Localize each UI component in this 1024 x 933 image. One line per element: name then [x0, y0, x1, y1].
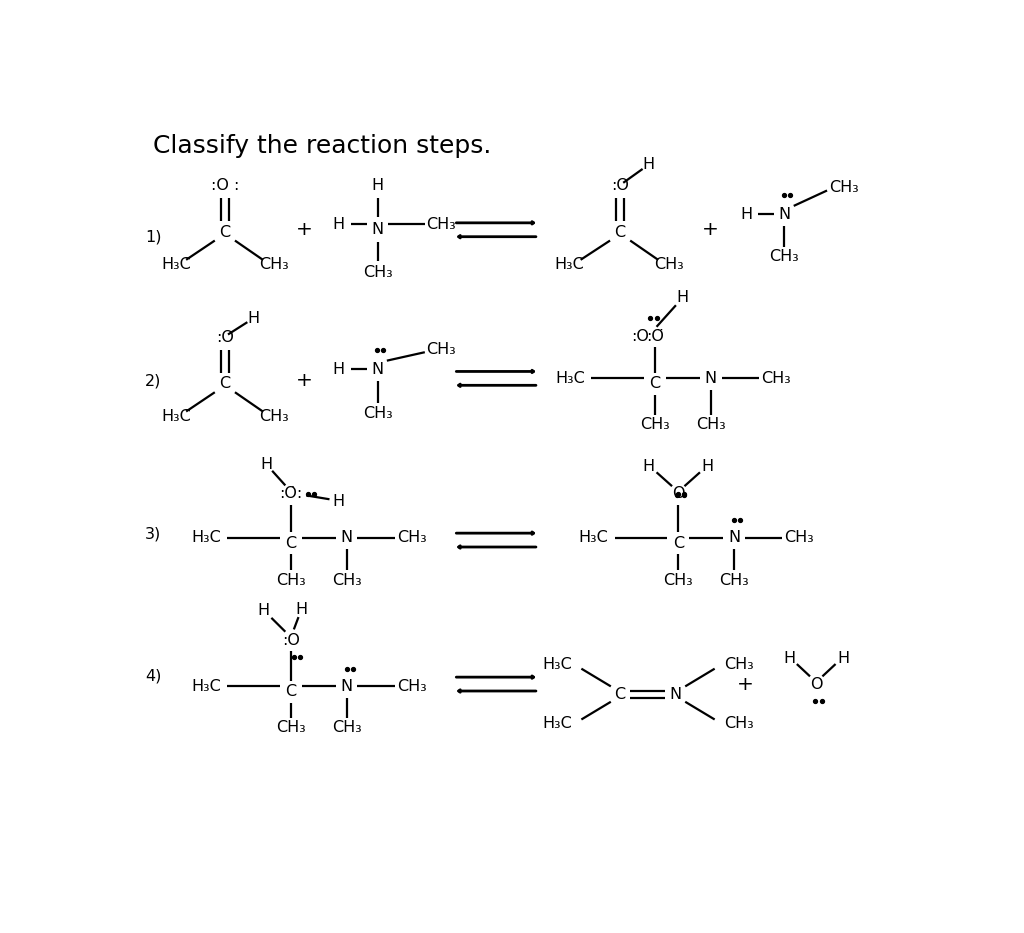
Text: N: N [372, 222, 384, 237]
Text: :O :: :O : [211, 178, 239, 193]
Text: CH₃: CH₃ [664, 573, 693, 588]
Text: +: + [296, 220, 313, 239]
Text: H: H [783, 651, 796, 666]
Text: N: N [705, 371, 717, 386]
Text: CH₃: CH₃ [275, 573, 305, 588]
Text: CH₃: CH₃ [770, 249, 800, 264]
Text: H₃C: H₃C [555, 371, 586, 386]
Text: CH₃: CH₃ [362, 265, 392, 280]
Text: H: H [260, 457, 272, 472]
Text: H: H [643, 157, 655, 172]
Text: 3): 3) [145, 526, 162, 541]
Text: CH₃: CH₃ [426, 342, 456, 357]
Text: +: + [737, 675, 754, 693]
Text: N: N [778, 207, 791, 222]
Text: N: N [341, 679, 352, 694]
Text: :O: :O [216, 330, 233, 345]
Text: CH₃: CH₃ [332, 573, 361, 588]
Text: N: N [372, 362, 384, 377]
Text: H₃C: H₃C [161, 409, 190, 424]
Text: O: O [810, 676, 822, 691]
Text: H: H [676, 290, 688, 305]
Text: O: O [672, 486, 684, 501]
Text: CH₃: CH₃ [275, 720, 305, 735]
Text: H₃C: H₃C [191, 530, 221, 545]
Text: C: C [219, 376, 230, 391]
Text: H₃C: H₃C [161, 257, 190, 272]
Text: H₃C: H₃C [555, 257, 585, 272]
Text: CH₃: CH₃ [362, 406, 392, 421]
Text: CH₃: CH₃ [654, 257, 684, 272]
Text: H: H [296, 602, 307, 617]
Text: 4): 4) [145, 669, 162, 684]
Text: :O: :O [631, 328, 649, 343]
Text: :Ȯ:: :Ȯ: [280, 486, 302, 501]
Text: H: H [333, 362, 345, 377]
Text: CH₃: CH₃ [332, 720, 361, 735]
Text: H₃C: H₃C [543, 716, 572, 731]
Text: H: H [248, 311, 260, 326]
Text: H₃C: H₃C [579, 530, 608, 545]
Text: :O: :O [282, 633, 300, 648]
Text: C: C [614, 225, 626, 240]
Text: C: C [286, 684, 296, 699]
Text: H: H [740, 207, 753, 222]
Text: :Ö: :Ö [646, 328, 664, 343]
Text: CH₃: CH₃ [259, 257, 289, 272]
Text: H₃C: H₃C [191, 679, 221, 694]
Text: H: H [701, 459, 714, 474]
Text: N: N [728, 530, 740, 545]
Text: CH₃: CH₃ [640, 417, 670, 432]
Text: C: C [649, 376, 660, 391]
Text: H: H [372, 178, 384, 193]
Text: CH₃: CH₃ [724, 658, 754, 673]
Text: CH₃: CH₃ [426, 216, 456, 232]
Text: 2): 2) [145, 373, 162, 388]
Text: CH₃: CH₃ [259, 409, 289, 424]
Text: CH₃: CH₃ [397, 530, 427, 545]
Text: N: N [670, 687, 682, 702]
Text: CH₃: CH₃ [397, 679, 427, 694]
Text: 1): 1) [145, 230, 162, 245]
Text: H: H [333, 494, 345, 509]
Text: CH₃: CH₃ [724, 716, 754, 731]
Text: H: H [643, 459, 655, 474]
Text: H₃C: H₃C [543, 658, 572, 673]
Text: +: + [296, 371, 313, 390]
Text: C: C [286, 536, 296, 550]
Text: Classify the reaction steps.: Classify the reaction steps. [153, 133, 492, 158]
Text: CH₃: CH₃ [696, 417, 726, 432]
Text: C: C [614, 687, 626, 702]
Text: +: + [702, 220, 719, 239]
Text: CH₃: CH₃ [784, 530, 814, 545]
Text: CH₃: CH₃ [761, 371, 791, 386]
Text: C: C [673, 536, 684, 550]
Text: H: H [258, 604, 269, 619]
Text: H: H [838, 651, 849, 666]
Text: N: N [341, 530, 352, 545]
Text: CH₃: CH₃ [719, 573, 749, 588]
Text: H: H [333, 216, 345, 232]
Text: C: C [219, 225, 230, 240]
Text: :O: :O [611, 178, 629, 193]
Text: CH₃: CH₃ [829, 180, 859, 195]
